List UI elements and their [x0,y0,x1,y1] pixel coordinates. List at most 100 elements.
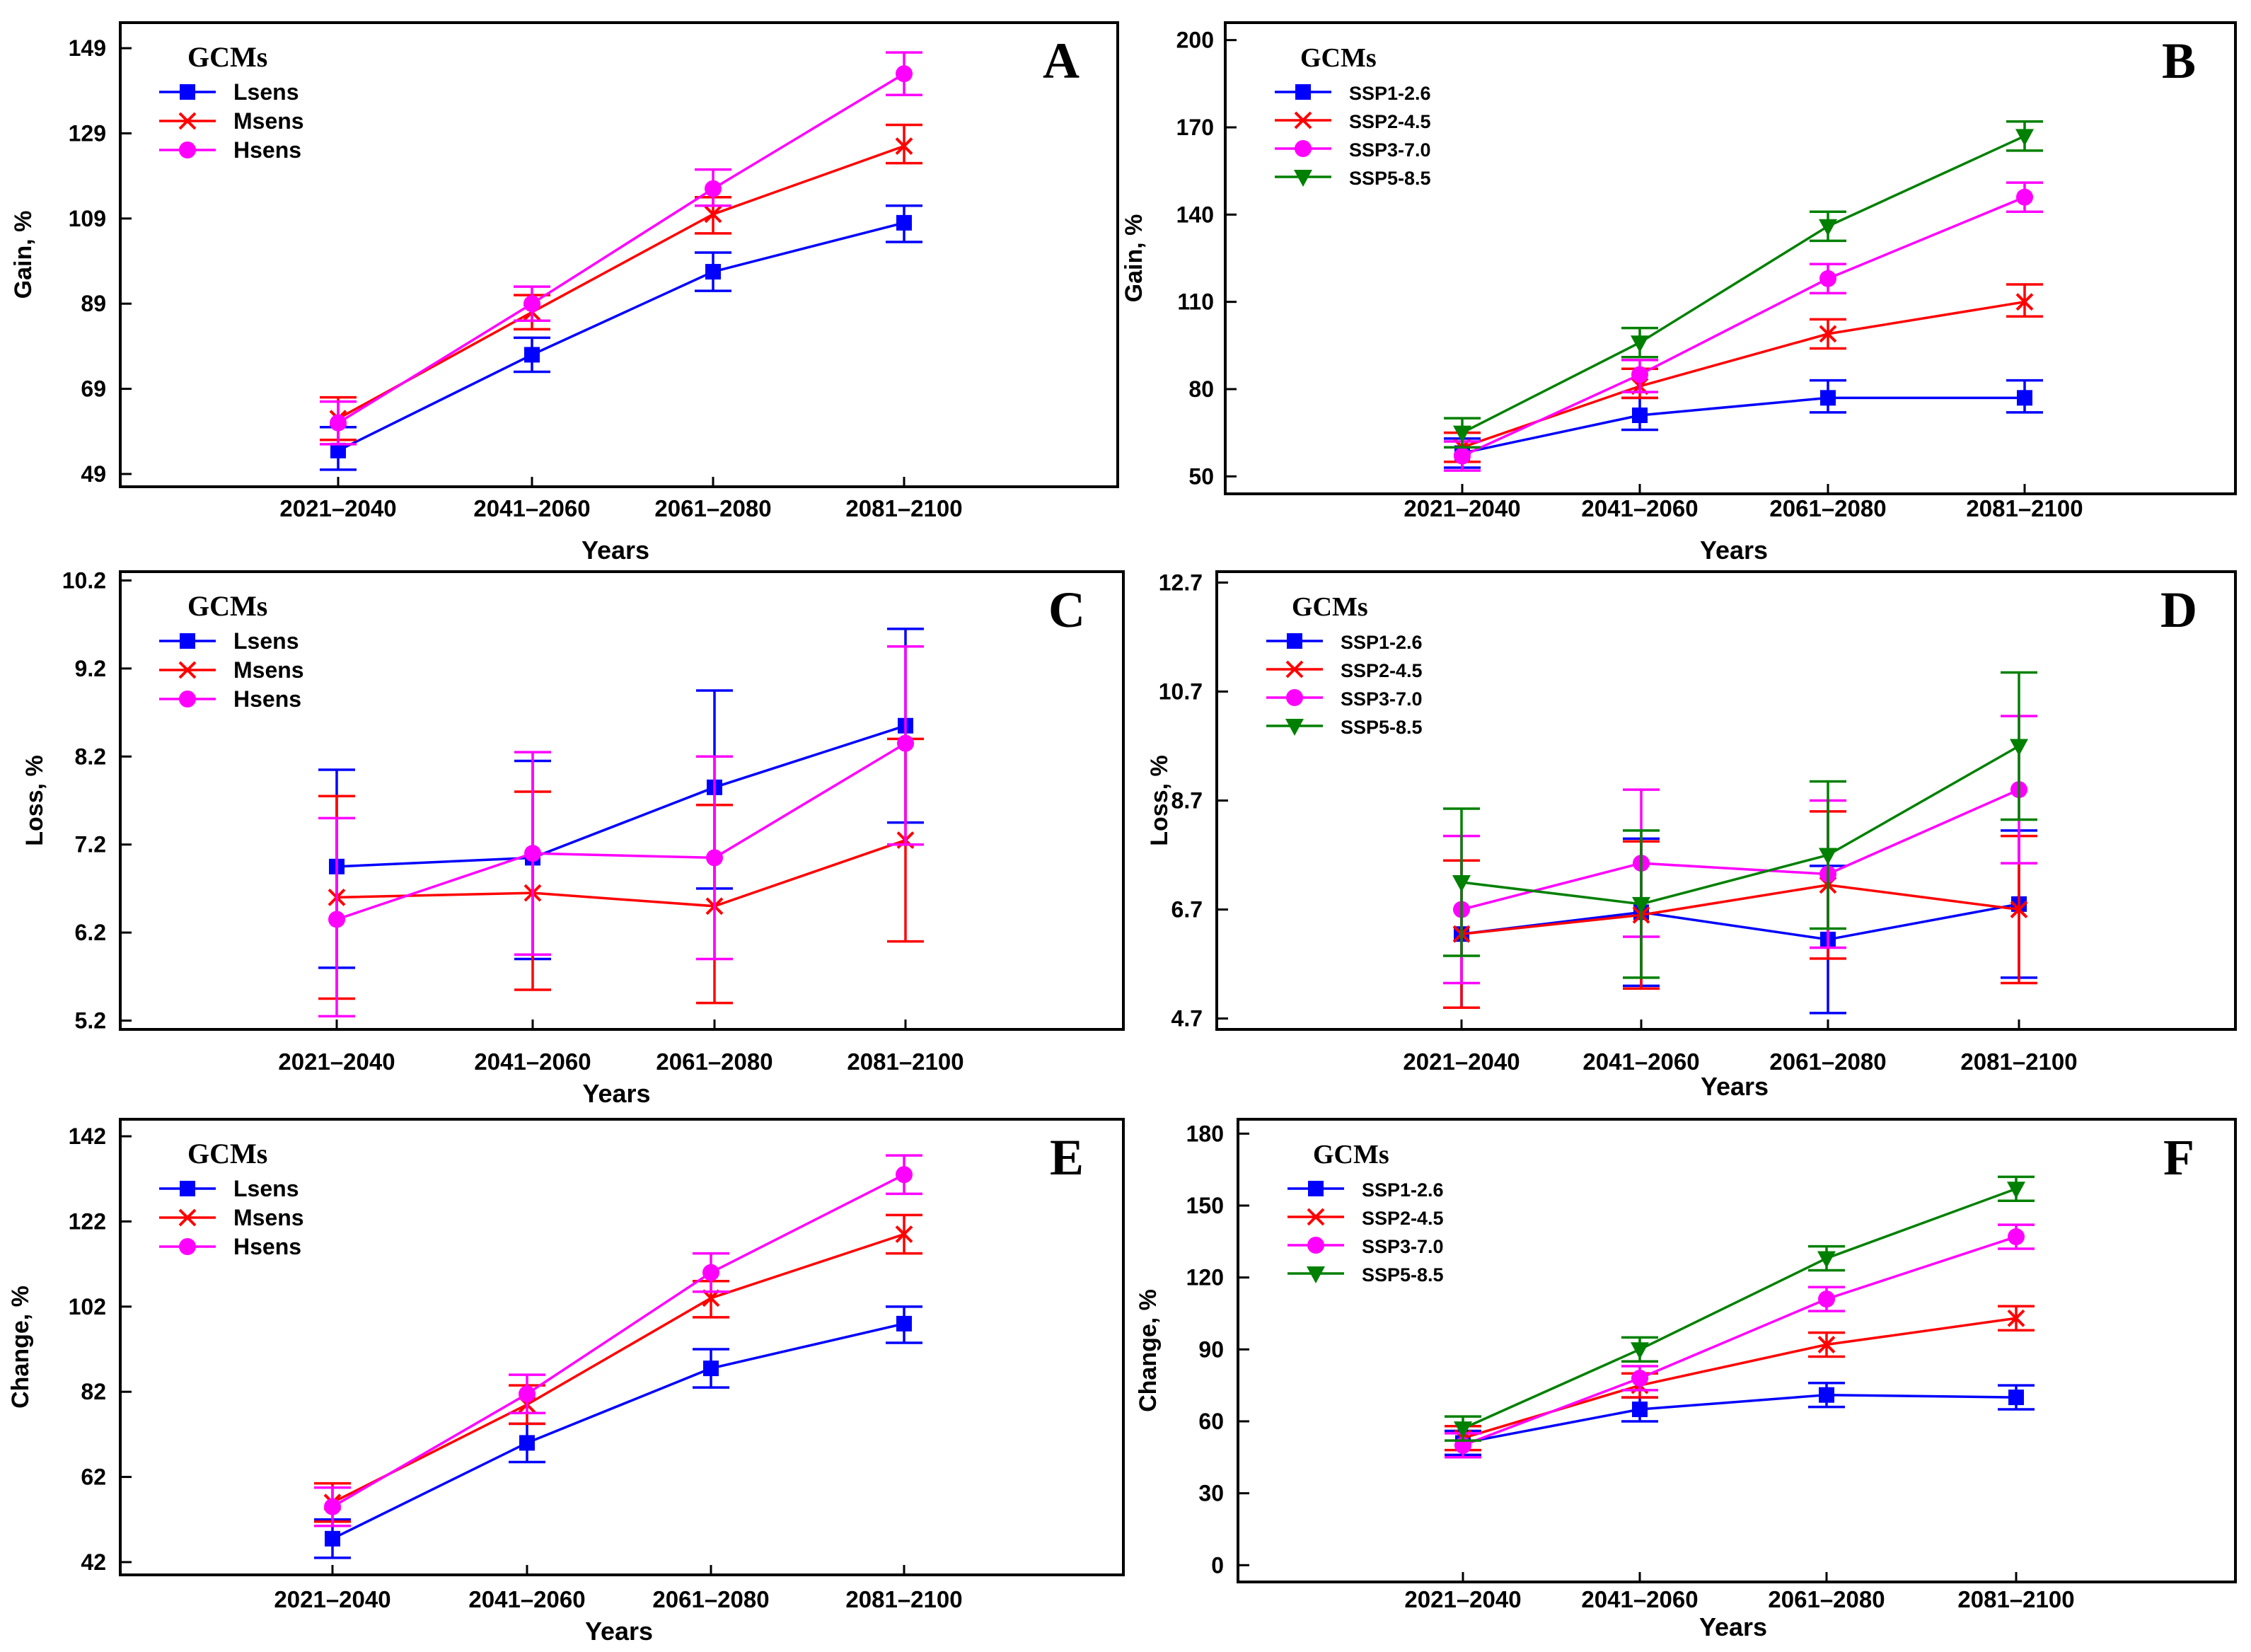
y-tick-label: 9.2 [75,656,106,681]
data-point [895,1225,913,1243]
y-axis-label: Gain, % [10,211,37,299]
legend-title: GCMs [187,1138,267,1169]
x-tick-label: 2061–2080 [1768,1586,1885,1612]
plot-frame [1237,1118,2237,1583]
legend-entry: SSP3-7.0 [1349,139,1431,161]
y-tick-label: 170 [1176,115,1214,140]
data-point [2007,1182,2025,1199]
data-point [524,845,541,862]
y-tick-label: 60 [1198,1409,1224,1434]
y-axis-label: Loss, % [1146,755,1173,845]
legend-swatch-marker [1294,170,1312,187]
data-point [2010,739,2028,756]
series-line-ssp5-8-5 [1462,134,2025,434]
data-point [897,734,914,752]
data-point [523,295,540,313]
chart-panel-f: 0 30 60 90 120 150 180 2021–2040 2041–2060 2061–2… [1135,1118,2237,1641]
series-ssp5-8-5 [1444,120,2043,449]
y-tick-label: 7.2 [75,832,106,857]
chart-panel-a: 49 69 89 109 129 149 2021–2040 2041–2060 2061–20… [10,21,1119,565]
legend-swatch-marker [1307,1237,1324,1254]
data-point [1819,219,1837,236]
legend: GCMs SSP1-2.6 SSP2-4.5 SSP3-7.0 SSP5-8.5 [1275,43,1431,189]
series-ssp2-4-5 [1444,283,2043,463]
data-point [1632,1402,1648,1418]
legend-entry: Hsens [233,137,301,163]
panel-letter: B [2162,33,2196,89]
y-tick-label: 30 [1198,1481,1224,1506]
data-point [702,1264,719,1281]
y-tick-label: 8.2 [75,744,106,769]
series-line-msens [337,144,905,420]
legend-entry: SSP2-4.5 [1362,1208,1444,1229]
data-point [2010,901,2028,918]
y-tick-label: 8.7 [1171,788,1203,814]
data-point [895,137,913,155]
legend-entry: SSP1-2.6 [1349,83,1431,104]
legend-entry: Msens [233,657,304,683]
legend-swatch-marker [1287,633,1302,649]
series-msens [314,1213,922,1523]
series-ssp5-8-5 [1443,671,2037,979]
x-tick-label: 2081–2100 [847,1049,964,1075]
plot-frame [119,570,1125,1031]
series-line-ssp3-7-0 [1461,788,2020,911]
legend-entry: Msens [233,1205,304,1230]
data-point [1454,447,1471,465]
legend-entry: Lsens [233,79,299,105]
x-tick-label: 2021–2040 [1404,1586,1521,1612]
legend-swatch-marker [1295,140,1312,157]
series-line-lsens [332,1322,905,1540]
series-line-msens [332,1232,905,1504]
chart-panel-b: 50 80 110 140 170 200 2021–2040 2041–2060 2061–2… [1121,21,2237,565]
y-tick-label: 90 [1198,1336,1224,1362]
data-point [1819,1387,1834,1403]
series-lsens [318,628,924,969]
y-axis-label: Loss, % [21,755,48,845]
series-line-ssp3-7-0 [1462,1235,2017,1447]
legend-entry: SSP5-8.5 [1362,1264,1444,1286]
series-ssp1-2-6 [1445,1382,2035,1457]
panel-letter: F [2163,1129,2194,1186]
x-tick-label: 2061–2080 [1769,495,1886,521]
legend-swatch-marker [179,691,196,707]
legend-entry: Hsens [233,686,301,712]
series-line-msens [336,838,906,908]
legend-swatch-marker [179,1238,196,1255]
data-point [1454,1421,1472,1439]
data-point [1817,1336,1836,1353]
x-axis-label: Years [581,536,649,565]
series-ssp3-7-0 [1443,715,2037,985]
chart-panel-c: 5.2 6.2 7.2 8.2 9.2 10.2 2021–2040 2041–2060 206… [21,567,1125,1108]
y-tick-label: 140 [1176,202,1214,227]
x-tick-label: 2041–2060 [1582,1049,1699,1075]
data-point [1817,1251,1836,1269]
x-tick-label: 2041–2060 [468,1586,585,1612]
x-tick-label: 2061–2080 [652,1586,769,1612]
legend-swatch-marker [178,1208,197,1227]
series-line-ssp2-4-5 [1461,884,2020,935]
legend: GCMs SSP1-2.6 SSP2-4.5 SSP3-7.0 SSP5-8.5 [1266,592,1423,738]
data-point [704,205,722,224]
data-point [328,911,345,928]
data-point [705,180,722,197]
series-line-ssp1-2-6 [1462,396,2025,455]
x-tick-label: 2081–2100 [1957,1586,2074,1612]
legend-entry: SSP3-7.0 [1362,1236,1444,1257]
legend-swatch-marker [180,84,195,100]
data-point [2008,1228,2025,1246]
series-line-lsens [337,221,905,452]
series-line-hsens [332,1173,905,1508]
legend-title: GCMs [1313,1140,1389,1169]
data-point [1453,425,1471,443]
legend-swatch-marker [1307,1266,1325,1283]
data-point [330,442,346,458]
y-tick-label: 180 [1186,1121,1224,1146]
x-tick-label: 2041–2060 [1581,1586,1698,1612]
series-line-ssp3-7-0 [1462,196,2025,458]
data-point [1819,270,1836,287]
legend-entry: Msens [233,108,304,134]
series-msens [318,737,924,1005]
data-point [896,1315,912,1332]
data-point [2008,1390,2024,1406]
